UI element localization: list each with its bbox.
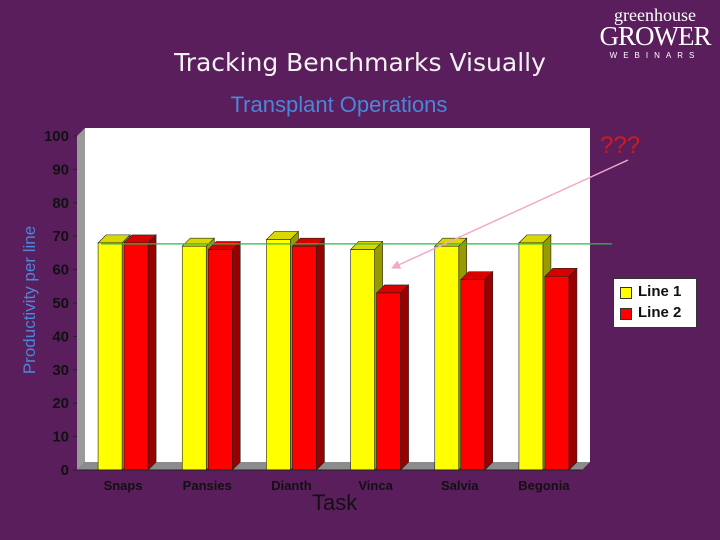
brand-logo-top: greenhouse: [614, 5, 696, 25]
x-tick-label: Salvia: [441, 478, 479, 493]
x-tick-label: Dianth: [271, 478, 312, 493]
bar-line-2-pansies: [207, 249, 233, 471]
y-tick-label: 60: [52, 262, 69, 279]
y-tick-label: 50: [52, 295, 69, 312]
annotation-arrow: [391, 159, 629, 269]
brand-logo-middle: GROWER: [599, 21, 712, 51]
legend-label-line-2: Line 2: [638, 304, 682, 321]
x-tick-label: Snaps: [104, 478, 143, 493]
y-tick-label: 80: [52, 195, 69, 212]
brand-logo: greenhouse GROWER WEBINARS: [596, 6, 714, 60]
x-tick-label: Pansies: [183, 478, 232, 493]
x-axis-label: Task: [312, 490, 358, 515]
bar-line-1-pansies: [181, 245, 207, 471]
x-tick-label: Begonia: [518, 478, 570, 493]
chart-title: Transplant Operations: [230, 92, 448, 117]
bar-side: [147, 234, 157, 471]
y-tick-label: 40: [52, 328, 69, 345]
legend-label-line-1: Line 1: [638, 283, 682, 300]
bar-line-2-vinca: [376, 292, 401, 471]
y-tick-label: 0: [61, 462, 69, 479]
y-tick-label: 90: [52, 161, 69, 178]
bar-line-2-begonia: [544, 275, 570, 471]
y-tick-label: 10: [52, 429, 69, 446]
bar-side: [568, 267, 578, 471]
bar-side: [484, 270, 494, 471]
slide-title: Tracking Benchmarks Visually: [174, 48, 546, 77]
y-tick-label: 30: [52, 362, 69, 379]
bar-side: [231, 240, 241, 471]
y-tick-label: 20: [52, 395, 69, 412]
legend: Line 1 Line 2: [613, 278, 697, 328]
legend-swatch-line-2: [620, 308, 632, 320]
bar-line-2-snaps: [123, 242, 149, 471]
bar-line-1-salvia: [434, 245, 460, 471]
x-tick-label: Vinca: [358, 478, 393, 493]
bar-line-1-dianth: [266, 239, 291, 471]
bar-line-1-begonia: [518, 242, 544, 471]
question-annotation: ???: [600, 132, 641, 159]
legend-swatch-line-1: [620, 287, 632, 299]
bar-line-1-snaps: [97, 242, 123, 471]
bar-line-2-dianth: [292, 245, 317, 471]
bar-line-1-vinca: [350, 249, 375, 471]
plot-area: [85, 128, 590, 462]
brand-logo-bottom: WEBINARS: [609, 51, 701, 60]
y-tick-label: 100: [44, 128, 69, 145]
bar-side: [400, 284, 409, 471]
bar-line-2-salvia: [460, 279, 486, 471]
y-tick-label: 70: [52, 228, 69, 245]
bar-side: [316, 237, 325, 471]
plot-left-wall: [77, 128, 85, 470]
